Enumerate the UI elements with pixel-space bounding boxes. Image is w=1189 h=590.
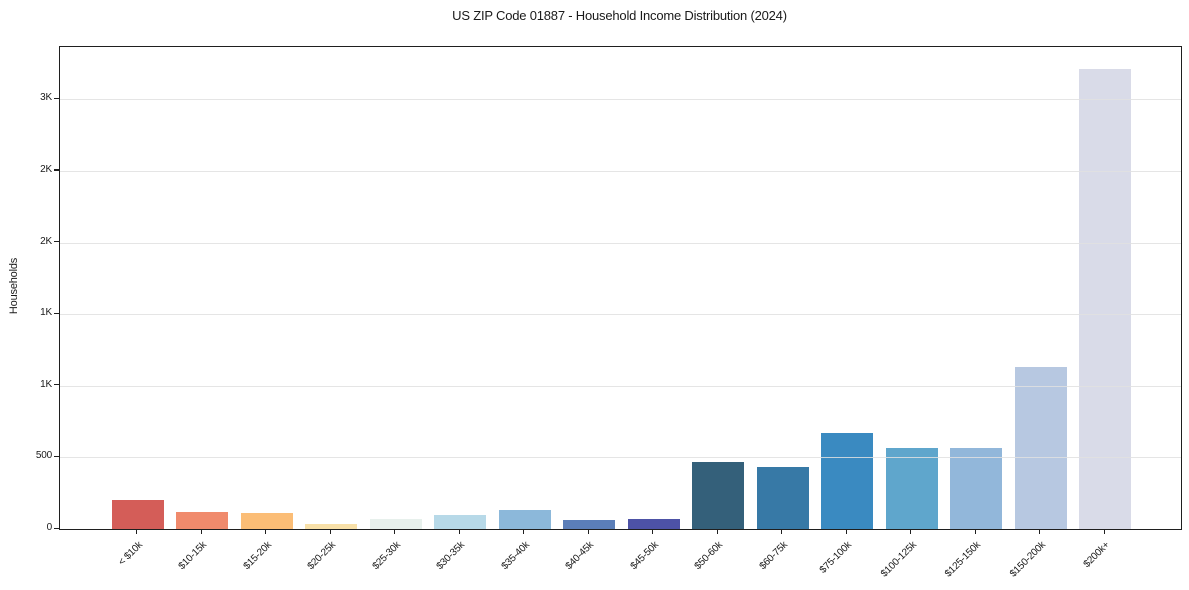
bar: [176, 511, 228, 529]
bar: [692, 462, 744, 529]
x-tick-mark: [523, 529, 525, 534]
x-tick-mark: [781, 529, 783, 534]
x-tick-mark: [716, 529, 718, 534]
x-tick-mark: [1103, 529, 1105, 534]
x-tick-mark: [458, 529, 460, 534]
x-tick-mark: [974, 529, 976, 534]
bar: [627, 518, 680, 529]
bar: [1079, 69, 1131, 529]
y-tick-label: 1K: [40, 307, 52, 319]
bar: [240, 513, 293, 529]
bar: [498, 509, 551, 529]
x-tick-mark: [587, 529, 589, 534]
y-tick-label: 2K: [40, 235, 52, 247]
gridline: [60, 170, 1181, 172]
bar: [111, 499, 164, 529]
y-tick-mark: [54, 527, 59, 529]
y-tick-label: 0: [46, 522, 53, 533]
y-tick-mark: [54, 97, 59, 99]
chart-title: US ZIP Code 01887 - Household Income Dis…: [452, 8, 787, 23]
bar: [950, 447, 1002, 529]
y-tick-label: 500: [35, 450, 52, 462]
y-tick-mark: [54, 455, 59, 458]
bar: [434, 515, 486, 529]
y-tick-mark: [54, 312, 59, 314]
x-tick-mark: [845, 529, 847, 534]
plot-area: [59, 46, 1182, 530]
bar: [821, 432, 873, 529]
gridline: [60, 99, 1181, 101]
gridline: [60, 457, 1181, 459]
bar: [563, 520, 615, 529]
y-tick-label: 3K: [40, 92, 52, 104]
x-tick-mark: [652, 529, 654, 534]
gridline: [60, 314, 1181, 316]
y-tick-mark: [54, 241, 59, 243]
y-tick-label: 1K: [40, 378, 52, 390]
x-tick-mark: [329, 529, 331, 534]
y-tick-mark: [54, 169, 59, 171]
bar: [756, 467, 809, 529]
x-tick-mark: [1039, 529, 1041, 534]
bar: [369, 519, 422, 529]
x-tick-mark: [394, 529, 396, 534]
y-tick-label: 2K: [40, 163, 52, 175]
bar: [305, 524, 357, 529]
x-tick-mark: [265, 529, 267, 534]
gridline: [60, 242, 1181, 244]
y-tick-mark: [54, 384, 59, 386]
x-tick-mark: [136, 529, 138, 534]
x-tick-label: < $10k: [116, 539, 145, 568]
bar: [885, 448, 938, 529]
x-tick-mark: [910, 529, 912, 534]
gridline: [60, 385, 1181, 387]
bar: [1014, 366, 1067, 529]
x-tick-mark: [200, 529, 202, 534]
